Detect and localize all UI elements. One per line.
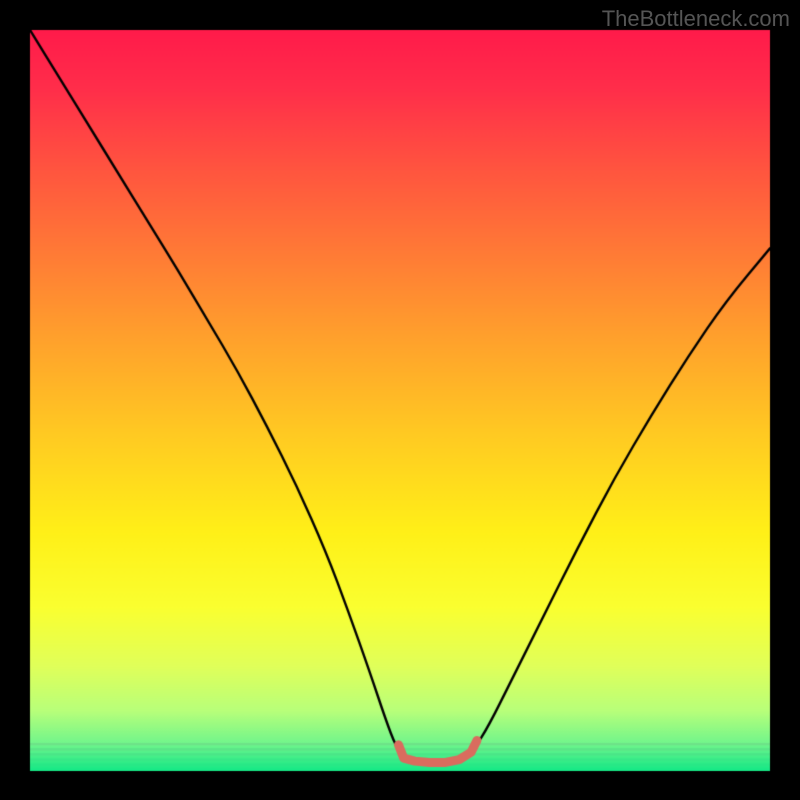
chart-stage: TheBottleneck.com [0, 0, 800, 800]
bottleneck-curve-chart [0, 0, 800, 800]
watermark-text: TheBottleneck.com [602, 6, 790, 32]
